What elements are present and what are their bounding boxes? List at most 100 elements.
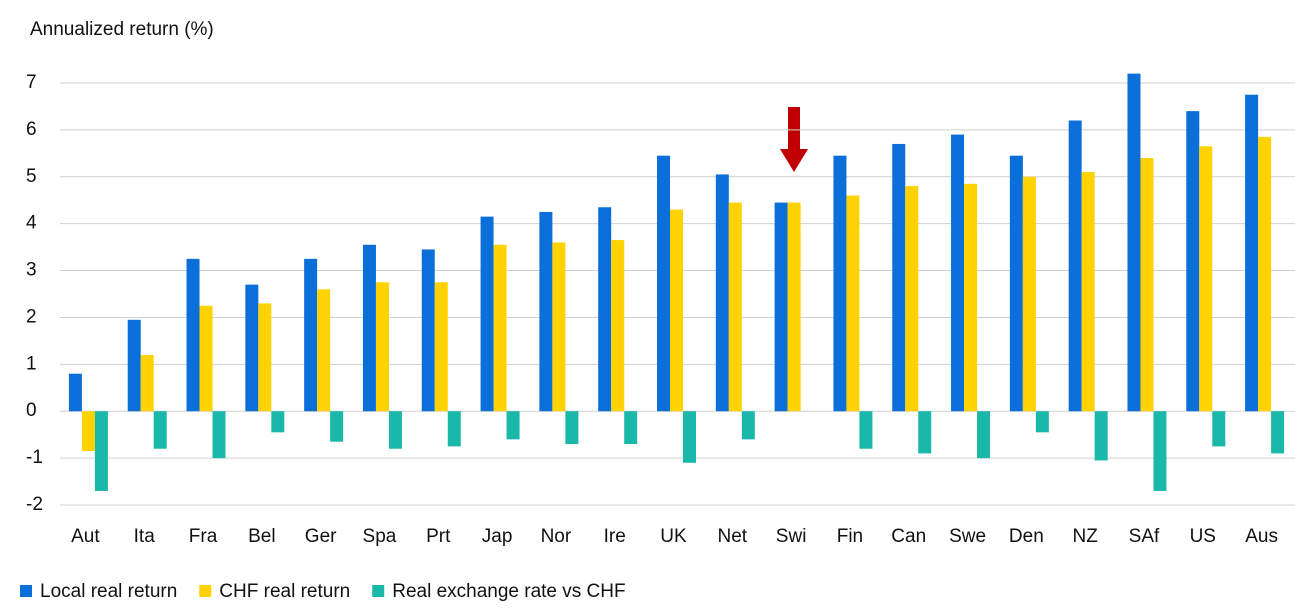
bar xyxy=(480,216,494,412)
bar xyxy=(1094,411,1108,461)
bar xyxy=(258,303,272,412)
bar xyxy=(1140,158,1154,412)
bar xyxy=(1245,94,1259,412)
x-tick-label: Jap xyxy=(482,526,513,547)
bar xyxy=(375,282,389,412)
bar xyxy=(199,305,213,412)
x-tick-label: Ita xyxy=(134,526,156,547)
legend-label: Local real return xyxy=(40,581,177,602)
bar xyxy=(493,244,507,412)
bar xyxy=(1022,176,1036,412)
x-tick-label: Aus xyxy=(1245,526,1278,547)
bar xyxy=(683,411,696,463)
bar xyxy=(1258,136,1272,412)
x-tick-label: SAf xyxy=(1129,526,1160,547)
bar xyxy=(1199,146,1213,412)
bar xyxy=(833,155,847,412)
y-tick-label: 0 xyxy=(26,400,37,421)
annotation-arrow xyxy=(780,107,808,172)
legend-label: CHF real return xyxy=(219,581,350,602)
bar xyxy=(1271,411,1285,454)
bar xyxy=(1068,120,1082,412)
x-tick-label: Ire xyxy=(604,526,626,547)
bar xyxy=(94,411,108,491)
bar xyxy=(317,289,331,412)
bar xyxy=(68,373,82,412)
bar xyxy=(977,411,991,459)
bar xyxy=(1153,411,1167,491)
bar xyxy=(846,195,860,412)
x-tick-label: Bel xyxy=(248,526,275,547)
y-tick-label: 2 xyxy=(26,306,37,327)
bar xyxy=(1127,73,1141,412)
bar xyxy=(140,354,154,412)
bar xyxy=(212,411,226,459)
bar xyxy=(598,207,612,412)
y-tick-label: -1 xyxy=(26,447,43,468)
x-tick-label: US xyxy=(1190,526,1216,547)
bar xyxy=(657,155,670,412)
bar xyxy=(362,244,376,412)
x-tick-label: Prt xyxy=(426,526,451,547)
bar xyxy=(186,258,200,412)
bar xyxy=(787,202,801,412)
x-tick-label: Fin xyxy=(837,526,863,547)
legend-swatch xyxy=(20,585,32,597)
x-tick-label: UK xyxy=(660,526,687,547)
bar xyxy=(81,411,95,452)
y-tick-label: 3 xyxy=(26,260,37,281)
bar xyxy=(388,411,402,449)
y-tick-label: 4 xyxy=(26,213,37,234)
x-tick-label: Ger xyxy=(305,526,337,547)
y-tick-label: -2 xyxy=(26,494,43,515)
bar xyxy=(670,209,683,412)
y-tick-label: 5 xyxy=(26,166,37,187)
bar xyxy=(153,411,167,449)
bar xyxy=(506,411,520,440)
x-tick-label: Den xyxy=(1009,526,1044,547)
bar xyxy=(741,411,755,440)
x-tick-label: Swi xyxy=(776,526,807,547)
bar xyxy=(859,411,873,449)
bar xyxy=(1035,411,1049,433)
legend-swatch xyxy=(199,585,212,597)
bar xyxy=(421,249,435,412)
bar xyxy=(1212,411,1226,447)
bar xyxy=(918,411,932,454)
y-tick-label: 1 xyxy=(26,353,37,374)
bar xyxy=(447,411,461,447)
x-tick-label: Net xyxy=(718,526,748,547)
bar xyxy=(774,202,788,412)
x-tick-label: NZ xyxy=(1073,526,1099,547)
bar xyxy=(1186,111,1200,412)
bar xyxy=(1009,155,1023,412)
x-tick-label: Can xyxy=(891,526,926,547)
bar xyxy=(245,284,259,412)
bar xyxy=(905,186,919,412)
bar xyxy=(951,134,965,412)
chart-title: Annualized return (%) xyxy=(30,19,214,40)
bar xyxy=(964,183,978,412)
bar xyxy=(611,240,625,412)
y-tick-label: 6 xyxy=(26,119,37,140)
x-tick-label: Aut xyxy=(71,526,100,547)
bar xyxy=(892,143,906,412)
x-tick-label: Spa xyxy=(363,526,397,547)
x-tick-label: Nor xyxy=(541,526,572,547)
bar xyxy=(1081,172,1095,412)
y-tick-label: 7 xyxy=(26,72,37,93)
legend-label: Real exchange rate vs CHF xyxy=(392,581,625,602)
bar xyxy=(728,202,742,412)
bar xyxy=(552,242,566,412)
bar xyxy=(127,319,141,412)
bar xyxy=(715,174,729,412)
bar xyxy=(434,282,448,412)
bar xyxy=(624,411,638,445)
bar xyxy=(304,258,318,412)
x-tick-label: Fra xyxy=(189,526,218,547)
bar xyxy=(539,211,553,412)
legend-swatch xyxy=(372,585,385,597)
bar xyxy=(330,411,344,442)
x-tick-label: Swe xyxy=(949,526,986,547)
